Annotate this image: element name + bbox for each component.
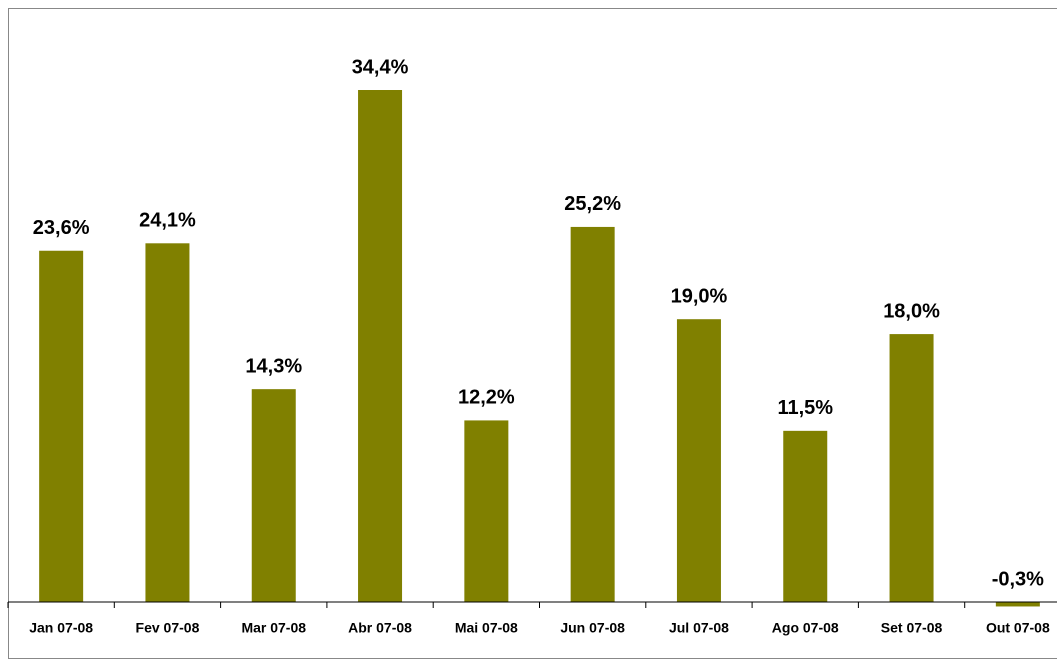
value-label: 18,0% [883, 300, 940, 322]
bar [995, 602, 1040, 607]
bar [676, 319, 721, 602]
bar [39, 250, 84, 602]
bar [251, 389, 296, 602]
bar [145, 243, 190, 603]
bar [358, 90, 403, 602]
bar [464, 420, 509, 602]
value-label: 34,4% [352, 56, 409, 78]
x-tick-label: Mar 07-08 [241, 620, 306, 636]
value-label: 24,1% [139, 210, 196, 232]
x-tick-label: Mai 07-08 [455, 620, 518, 636]
x-tick-label: Jan 07-08 [29, 620, 93, 636]
x-tick-label: Abr 07-08 [348, 620, 412, 636]
bar [570, 226, 615, 602]
bar [783, 430, 828, 602]
value-label: 25,2% [564, 193, 621, 215]
bar [889, 334, 934, 602]
value-label: 11,5% [777, 397, 833, 419]
x-tick-label: Jun 07-08 [560, 620, 625, 636]
x-tick-label: Fev 07-08 [136, 620, 200, 636]
value-label: 14,3% [245, 355, 302, 377]
x-tick-label: Out 07-08 [986, 620, 1050, 636]
x-tick-label: Set 07-08 [881, 620, 943, 636]
x-tick-label: Jul 07-08 [669, 620, 729, 636]
x-tick-label: Ago 07-08 [772, 620, 839, 636]
value-label: -0,3% [992, 568, 1044, 590]
value-label: 19,0% [671, 285, 728, 307]
value-label: 23,6% [33, 217, 90, 239]
value-label: 12,2% [458, 387, 515, 409]
plot-border [8, 8, 1057, 659]
